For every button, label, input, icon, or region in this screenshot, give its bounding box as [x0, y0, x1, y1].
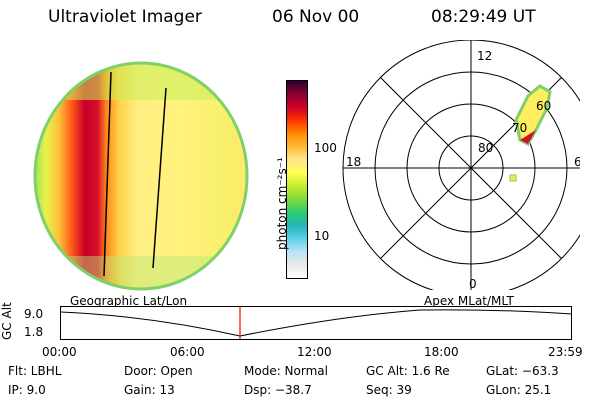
lat-label-70: 70 [512, 121, 527, 135]
timeline-left-label: Geographic Lat/Lon [70, 294, 188, 308]
mlt-label-6: 6 [574, 155, 580, 169]
timeline-x-tick-1800: 18:00 [424, 345, 459, 359]
timeline-y-tick-max: 9.0 [24, 307, 44, 321]
timeline-x-tick-2359: 23:59 [548, 345, 583, 359]
door-info: Door: Open [124, 364, 193, 378]
instrument-title: Ultraviolet Imager [48, 7, 202, 27]
lat-label-80: 80 [478, 141, 493, 155]
time-label: 08:29:49 UT [431, 7, 536, 27]
colorbar-unit-label: photon cm⁻²s⁻¹ [275, 157, 289, 250]
dsp-info: Dsp: −38.7 [244, 383, 312, 397]
mlt-label-12: 12 [477, 49, 492, 63]
polar-mlat-mlt-plot: 12 18 6 0 60 70 80 [342, 40, 580, 290]
timeline-right-label: Apex MLat/MLT [424, 294, 514, 308]
gain-info: Gain: 13 [124, 383, 175, 397]
ip-info: IP: 9.0 [8, 383, 46, 397]
colorbar-tick-100: 100 [314, 141, 337, 155]
colorbar [286, 80, 308, 279]
timeline-x-tick-1200: 12:00 [297, 345, 332, 359]
earth-disk-image [33, 61, 249, 291]
mode-info: Mode: Normal [244, 364, 328, 378]
timeline-x-tick-0600: 06:00 [170, 345, 205, 359]
glat-info: GLat: −63.3 [486, 364, 559, 378]
seq-info: Seq: 39 [366, 383, 412, 397]
timeline-x-tick-0000: 00:00 [42, 345, 77, 359]
timeline-y-tick-min: 1.8 [24, 325, 44, 339]
filter-info: Flt: LBHL [8, 364, 62, 378]
lat-label-60: 60 [536, 99, 551, 113]
date-label: 06 Nov 00 [272, 7, 360, 27]
timeline-y-axis-label: GC Alt [0, 302, 14, 340]
altitude-timeline [60, 306, 573, 340]
colorbar-tick-10: 10 [314, 229, 330, 243]
gc-alt-info: GC Alt: 1.6 Re [366, 364, 450, 378]
glon-info: GLon: 25.1 [486, 383, 552, 397]
mlt-label-18: 18 [346, 155, 361, 169]
mlt-label-0: 0 [469, 277, 477, 290]
